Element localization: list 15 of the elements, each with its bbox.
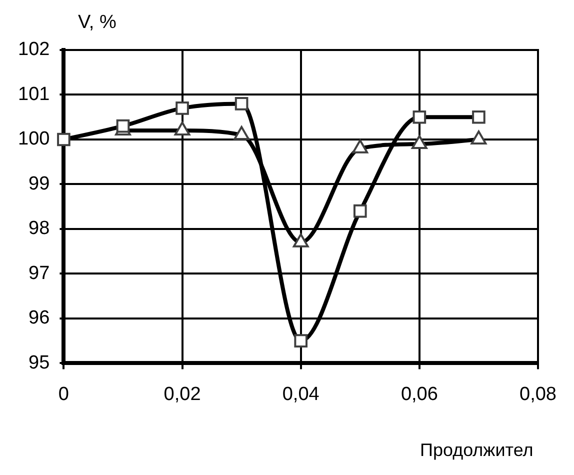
y-tick-label: 102 [18,39,50,60]
y-axis-title: V, % [78,12,116,34]
x-tick-label: 0,02 [164,384,201,405]
y-tick-label: 100 [18,128,50,150]
y-tick-label: 95 [28,352,50,374]
y-tick-label: 97 [28,262,50,284]
x-axis-title: Продолжител [420,440,534,461]
x-tick-label: 0,06 [400,384,438,405]
y-tick-label: 101 [18,84,50,105]
x-tick-label: 0,08 [520,384,556,405]
y-tick-label: 96 [28,308,50,329]
x-tick-label: 0 [58,384,69,405]
y-tick-label: 99 [28,173,50,194]
y-tick-label: 98 [28,218,50,240]
x-tick-label: 0,04 [282,384,320,405]
